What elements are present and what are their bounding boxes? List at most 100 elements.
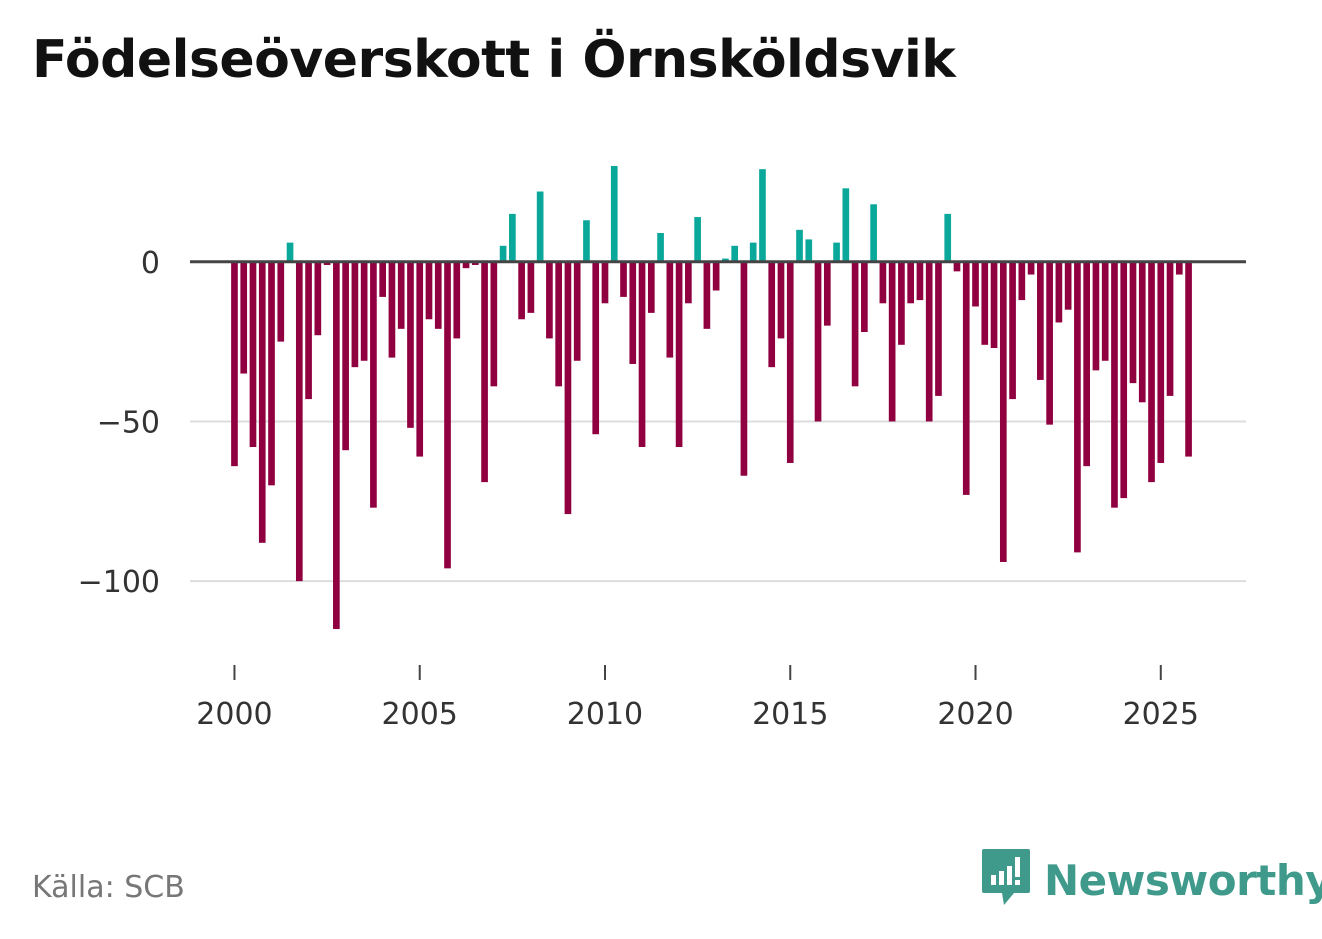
bar <box>592 261 600 435</box>
bar <box>1027 261 1035 275</box>
bar <box>805 239 813 262</box>
bar <box>629 261 637 364</box>
bar <box>814 261 822 422</box>
bar <box>833 242 840 262</box>
bar <box>925 261 933 422</box>
bar <box>999 261 1007 562</box>
bar <box>527 261 535 313</box>
bar <box>240 261 248 374</box>
bar <box>1185 261 1192 457</box>
bar <box>610 165 618 262</box>
bar <box>323 261 331 265</box>
bar <box>546 261 553 339</box>
bar <box>675 261 683 447</box>
newsworthy-logo-icon <box>980 847 1032 914</box>
bar <box>870 204 877 262</box>
bar <box>861 261 868 333</box>
bar <box>712 261 720 291</box>
bar <box>768 261 776 368</box>
bar <box>731 245 739 262</box>
bar <box>1148 261 1155 483</box>
bar <box>471 261 479 265</box>
bar <box>777 261 785 339</box>
bar <box>462 261 470 269</box>
bar <box>1074 261 1081 553</box>
bar <box>1157 261 1165 463</box>
bar <box>1111 261 1118 508</box>
bar <box>962 261 970 495</box>
bar <box>981 261 989 345</box>
source-label: Källa: SCB <box>32 870 185 905</box>
bar <box>722 258 729 262</box>
x-tick-label: 2025 <box>1123 697 1199 732</box>
bar <box>379 261 387 297</box>
bar <box>295 261 303 582</box>
bar <box>490 261 498 387</box>
bar <box>990 261 998 348</box>
bar <box>360 261 368 361</box>
brand-logo[interactable]: Newsworthy <box>980 848 1322 912</box>
bar <box>916 261 924 301</box>
bar <box>879 261 887 304</box>
bar <box>1083 261 1091 467</box>
bar <box>740 261 748 476</box>
bar <box>388 261 396 358</box>
bar <box>749 242 757 262</box>
bar <box>1046 261 1053 425</box>
bar <box>1018 261 1026 301</box>
bar <box>1175 261 1183 275</box>
bar <box>555 261 563 387</box>
bar <box>536 191 544 262</box>
axes: 0 −50 −100 2000 2005 2010 2015 2020 2025 <box>78 246 1246 732</box>
bar <box>601 261 609 304</box>
bar <box>638 261 646 447</box>
y-tick-label: −100 <box>78 565 160 600</box>
bar <box>1064 261 1072 310</box>
bar <box>518 261 525 320</box>
bar <box>647 261 655 313</box>
brand-name: Newsworthy <box>1044 855 1322 905</box>
bar <box>823 261 831 326</box>
bar <box>305 261 312 400</box>
bar <box>314 261 322 336</box>
bar <box>453 261 461 339</box>
x-tick-label: 2005 <box>382 697 458 732</box>
bar <box>416 261 424 457</box>
bar <box>573 261 581 361</box>
bar <box>1101 261 1109 361</box>
bar <box>685 261 692 304</box>
bar <box>786 261 794 463</box>
bar <box>888 261 896 422</box>
bar <box>1138 261 1146 403</box>
bar <box>351 261 359 368</box>
bar <box>851 261 859 387</box>
bar <box>944 213 952 262</box>
bar <box>342 261 349 451</box>
bar <box>907 261 915 304</box>
bar <box>499 245 507 262</box>
y-tick-label: −50 <box>97 405 160 440</box>
bar <box>796 229 803 262</box>
bar <box>268 261 275 486</box>
bar <box>481 261 488 483</box>
x-tick-label: 2020 <box>937 697 1013 732</box>
bar <box>1009 261 1016 400</box>
bar <box>953 261 961 272</box>
bar <box>407 261 414 428</box>
bar <box>898 261 905 345</box>
bar <box>249 261 257 447</box>
bars <box>231 165 1192 630</box>
bar <box>286 242 294 262</box>
bar <box>509 213 516 262</box>
bar <box>657 233 664 262</box>
x-tick-label: 2000 <box>196 697 272 732</box>
bar <box>759 169 766 262</box>
bar <box>620 261 627 297</box>
bar <box>1055 261 1063 323</box>
bar <box>1166 261 1174 396</box>
bar <box>1092 261 1100 371</box>
bar <box>842 188 850 262</box>
chart-title: Födelseöverskott i Örnsköldsvik <box>32 30 956 90</box>
bar <box>703 261 711 329</box>
